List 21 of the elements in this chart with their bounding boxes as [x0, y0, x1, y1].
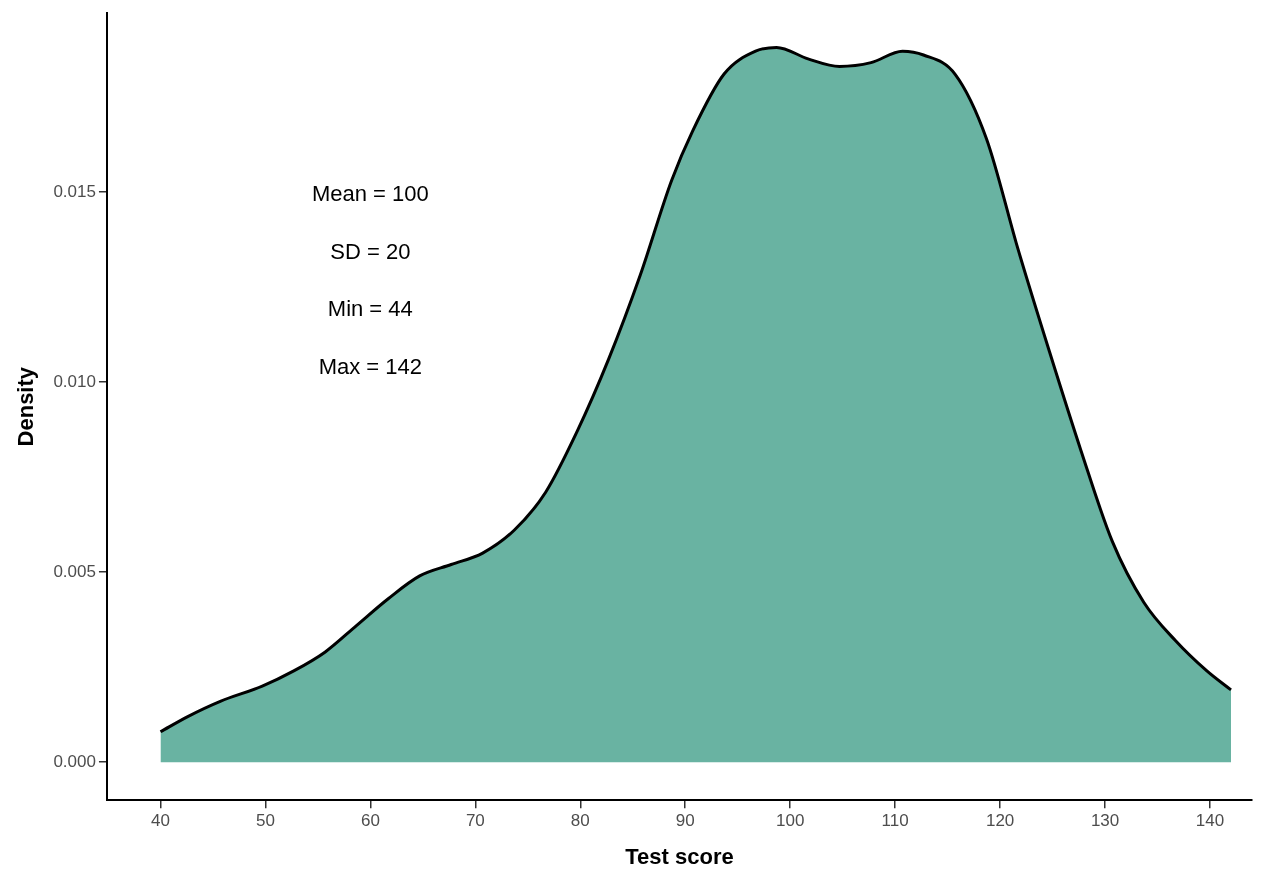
y-axis-title: Density — [13, 366, 39, 447]
x-tick-label: 80 — [570, 811, 590, 831]
y-tick-label: 0.005 — [53, 561, 96, 581]
x-tick-label: 40 — [151, 811, 170, 831]
annotation: Max = 142 — [318, 353, 422, 379]
x-tick-label: 120 — [985, 811, 1015, 831]
x-tick-label: 70 — [465, 811, 485, 831]
x-tick-label: 140 — [1195, 811, 1225, 831]
y-tick-label: 0.015 — [53, 181, 96, 201]
y-tick-label: 0.010 — [53, 371, 96, 391]
annotation: Min = 44 — [327, 296, 413, 322]
x-tick-label: 90 — [675, 811, 695, 831]
x-axis-title: Test score — [625, 843, 734, 869]
x-tick-label: 100 — [776, 811, 805, 831]
x-tick-label: 110 — [881, 811, 909, 831]
x-tick-label: 50 — [255, 811, 275, 831]
y-tick-label: 0.000 — [53, 751, 96, 771]
annotation: SD = 20 — [330, 238, 411, 264]
annotation: Mean = 100 — [311, 181, 429, 207]
x-tick-label: 130 — [1090, 811, 1120, 831]
x-tick-label: 60 — [360, 811, 380, 831]
